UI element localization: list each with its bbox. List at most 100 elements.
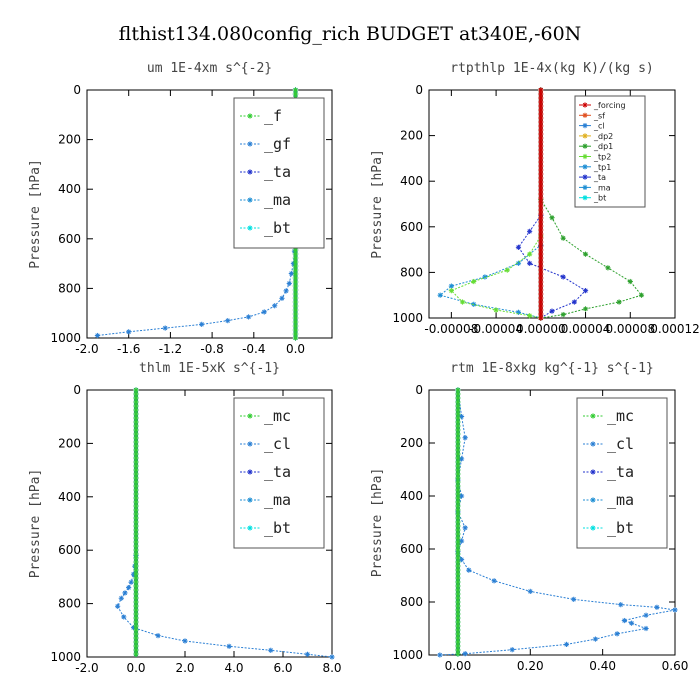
series-marker — [538, 163, 543, 169]
legend-marker — [247, 469, 253, 475]
series-marker — [133, 591, 139, 597]
series-marker — [133, 643, 139, 649]
series-marker — [293, 291, 298, 297]
series-marker — [133, 535, 139, 541]
legend-marker — [582, 102, 588, 108]
plot-frame — [86, 89, 333, 339]
y-axis-label: Pressure [hPa] — [370, 149, 385, 259]
series-marker — [287, 281, 292, 286]
series-marker — [538, 175, 543, 181]
series-marker — [133, 499, 139, 505]
series-marker — [538, 135, 543, 141]
series-marker — [561, 312, 566, 317]
chart-panel-4: rtm 1E-8xkg kg^{-1} s^{-1} Pressure [hPa]… — [370, 361, 688, 673]
series-marker — [133, 619, 139, 625]
series-marker — [538, 255, 543, 261]
chart-panel-1: um 1E-4xm s^{-2} Pressure [hPa] 0 200 400 600… — [28, 61, 333, 356]
series-marker — [133, 451, 139, 457]
series-marker — [262, 309, 267, 315]
series-marker — [133, 487, 139, 493]
series-marker — [293, 335, 298, 341]
y-tick-label: 1000 — [392, 311, 423, 325]
series-marker — [133, 467, 139, 473]
legend-label: _forcing — [593, 101, 626, 110]
series-marker — [538, 203, 543, 209]
series-marker — [527, 261, 532, 266]
series-marker — [538, 155, 543, 161]
series-marker — [293, 87, 298, 93]
legend-label: _cl — [264, 435, 291, 453]
plot-frame — [86, 389, 333, 658]
x-tick-label: 0.20 — [517, 659, 544, 673]
series-marker — [538, 287, 543, 293]
series-marker — [133, 407, 139, 413]
legend-label: _dp2 — [593, 132, 613, 141]
y-tick-label: 0 — [73, 83, 81, 97]
legend-marker — [247, 497, 253, 503]
series-marker — [95, 333, 100, 338]
series-marker — [527, 313, 532, 318]
series-marker — [246, 314, 251, 320]
series-line — [540, 90, 643, 319]
y-tick-label: 400 — [58, 490, 81, 504]
series-marker — [538, 271, 543, 277]
series-marker — [133, 631, 139, 637]
series-marker — [133, 495, 139, 501]
legend-label: _bt — [593, 194, 606, 203]
series-marker — [561, 274, 566, 280]
series-marker — [305, 652, 310, 657]
series-marker — [133, 387, 139, 393]
x-tick-label: 6.0 — [273, 661, 292, 675]
series-marker — [639, 293, 644, 298]
series-marker — [133, 651, 139, 657]
series-marker — [133, 447, 139, 453]
series-marker — [293, 263, 298, 269]
legend-marker — [247, 113, 253, 119]
series-marker — [538, 95, 543, 101]
series-marker — [538, 279, 543, 285]
series-marker — [133, 555, 139, 561]
series-marker — [293, 315, 298, 321]
x-tick-label: -0.4 — [242, 342, 265, 356]
series-marker — [133, 615, 139, 621]
series-marker — [133, 539, 139, 545]
legend-label: _tp1 — [593, 163, 611, 172]
panel-title: thlm 1E-5xK s^{-1} — [139, 361, 280, 376]
series-marker — [133, 475, 139, 481]
series-marker — [133, 423, 139, 429]
series-marker — [133, 511, 139, 517]
series-marker — [538, 263, 543, 269]
legend-label: _ma — [264, 191, 291, 209]
series-marker — [538, 239, 543, 245]
series-marker — [538, 111, 543, 117]
series-marker — [133, 507, 139, 513]
series-marker — [538, 103, 543, 109]
y-tick-label: 600 — [400, 542, 423, 556]
series-marker — [133, 575, 139, 581]
series-marker — [133, 623, 139, 629]
series-marker — [538, 179, 543, 185]
legend-marker — [582, 123, 588, 128]
series-marker — [538, 91, 543, 97]
series-marker — [538, 131, 543, 137]
legend-label: _ta — [264, 163, 291, 181]
x-tick-label: 0.0 — [126, 661, 145, 675]
series-marker — [133, 599, 139, 605]
series-marker — [133, 627, 139, 633]
series-mc — [133, 387, 139, 657]
series-marker — [133, 519, 139, 525]
series-marker — [133, 483, 139, 489]
x-tick-label: 0.00004 — [561, 322, 611, 336]
series-marker — [482, 274, 488, 280]
series-marker — [538, 231, 543, 237]
series-marker — [538, 243, 543, 249]
series-tp2 — [448, 87, 544, 321]
series-marker — [538, 119, 543, 125]
series-marker — [182, 638, 188, 644]
y-axis-label: Pressure [hPa] — [28, 159, 43, 269]
legend-marker — [582, 164, 588, 169]
series-marker — [538, 187, 543, 193]
series-marker — [133, 403, 139, 409]
series-marker — [293, 319, 298, 325]
